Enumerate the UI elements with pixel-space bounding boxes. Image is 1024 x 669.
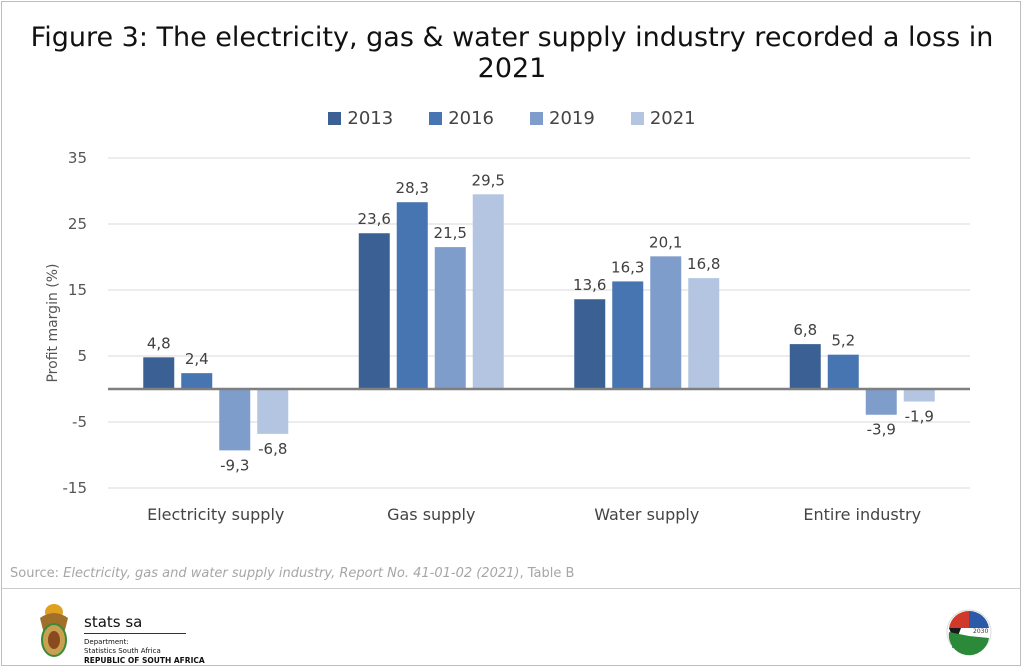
legend-label: 2019 — [549, 108, 595, 129]
x-tick-label: Gas supply — [387, 505, 475, 524]
bar-2019 — [865, 389, 897, 415]
bar-2019 — [650, 256, 682, 389]
dept-line1: Department: — [84, 638, 129, 646]
y-tick-label: -5 — [72, 413, 87, 431]
source-suffix: , Table B — [519, 566, 575, 581]
data-label: 5,2 — [831, 332, 855, 350]
data-label: 2,4 — [185, 350, 209, 368]
bar-2019 — [434, 247, 466, 389]
divider — [1, 588, 1021, 589]
bar-2016 — [827, 354, 859, 389]
data-label: 20,1 — [649, 233, 682, 251]
legend-swatch — [530, 112, 543, 125]
dept-line2: Statistics South Africa — [84, 647, 161, 655]
y-tick-label: 5 — [77, 347, 87, 365]
data-label: 16,8 — [687, 255, 720, 273]
data-label: 16,3 — [611, 258, 644, 276]
legend-swatch — [429, 112, 443, 125]
data-label: -1,9 — [905, 408, 934, 426]
legend: 2013 2016 2019 2021 — [0, 108, 1024, 129]
legend-item: 2013 — [328, 108, 393, 129]
y-tick-label: 25 — [68, 215, 87, 233]
legend-label: 2013 — [347, 108, 394, 129]
bar-2021 — [257, 389, 289, 434]
data-label: -6,8 — [258, 440, 287, 458]
bar-2013 — [358, 233, 390, 389]
data-label: 29,5 — [472, 171, 505, 189]
bar-chart: 35 25 15 5 -5 -15 Profit margin (%) Electricity… — [45, 149, 970, 524]
bar-2013 — [143, 357, 175, 389]
data-label: 28,3 — [396, 179, 429, 197]
bar-2016 — [612, 281, 644, 389]
y-tick-label: 35 — [68, 149, 87, 167]
ndp-2030-logo: 2030 NDP — [946, 609, 992, 656]
legend-item: 2021 — [630, 108, 696, 129]
source-prefix: Source: — [10, 566, 64, 581]
y-tick-label: -15 — [63, 479, 88, 497]
bar-2016 — [396, 202, 428, 389]
legend-item: 2016 — [429, 108, 494, 129]
source-title: Electricity, gas and water supply indust… — [63, 566, 520, 581]
org-name: stats sa — [84, 613, 186, 634]
bar-2021 — [903, 389, 935, 402]
bar-2016 — [181, 373, 213, 389]
source-note: Source: Electricity, gas and water suppl… — [10, 566, 574, 581]
x-tick-label: Electricity supply — [147, 505, 284, 524]
data-label: -9,3 — [220, 456, 249, 474]
bar-2021 — [688, 278, 720, 389]
bar-2013 — [789, 344, 821, 389]
data-label: -3,9 — [867, 421, 896, 439]
data-label: 21,5 — [434, 224, 467, 242]
y-tick-label: 15 — [68, 281, 87, 299]
bar-2013 — [574, 299, 606, 389]
bar-2019 — [219, 389, 251, 451]
legend-swatch — [328, 112, 342, 125]
data-label: 23,6 — [358, 210, 391, 228]
x-tick-label: Entire industry — [803, 505, 921, 524]
bar-2021 — [472, 194, 504, 389]
svg-text:2030: 2030 — [973, 628, 988, 635]
y-axis-label: Profit margin (%) — [45, 263, 61, 382]
data-label: 13,6 — [573, 276, 606, 294]
legend-label: 2021 — [649, 108, 696, 129]
x-tick-label: Water supply — [594, 505, 699, 524]
coat-of-arms-logo — [40, 604, 68, 657]
legend-swatch — [630, 112, 644, 125]
stats-sa-logo: stats sa Department: Statistics South Afr… — [84, 613, 205, 665]
legend-item: 2019 — [530, 108, 595, 129]
chart-title: Figure 3: The electricity, gas & water s… — [30, 22, 994, 84]
legend-label: 2016 — [448, 108, 494, 129]
country-name: REPUBLIC OF SOUTH AFRICA — [84, 656, 205, 665]
data-label: 4,8 — [147, 334, 171, 352]
svg-text:NDP: NDP — [951, 637, 982, 652]
data-label: 6,8 — [793, 321, 817, 339]
